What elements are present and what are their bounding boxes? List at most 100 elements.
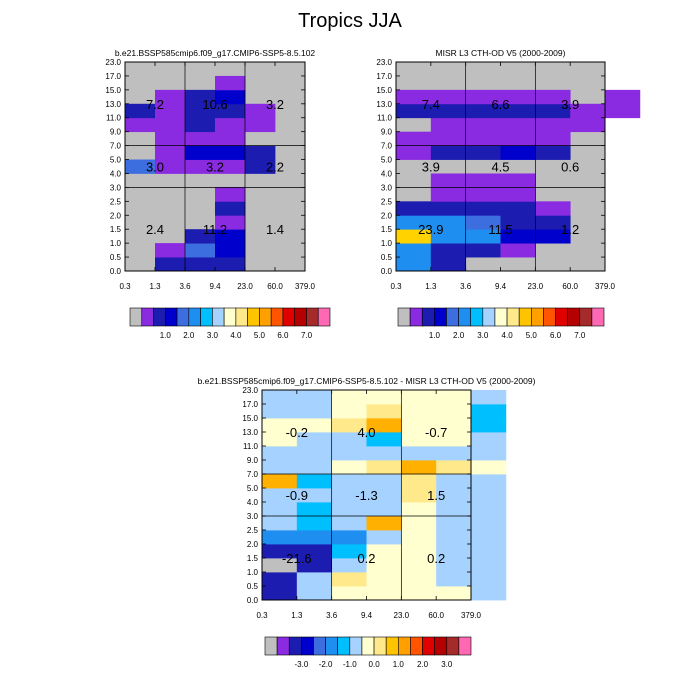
y-tick-label: 23.0 [376, 58, 392, 67]
colorbar-label: 7.0 [301, 331, 313, 340]
heatmap-cell [605, 89, 641, 105]
colorbar-label: 1.0 [393, 660, 405, 669]
colorbar-swatch [276, 636, 290, 656]
group-value: -1.3 [355, 488, 377, 503]
y-tick-label: 4.0 [247, 498, 259, 507]
heatmap-cell [535, 229, 571, 244]
y-tick-label: 0.0 [247, 596, 259, 605]
y-tick-label: 9.0 [110, 128, 122, 137]
y-tick-label: 13.0 [242, 428, 258, 437]
heatmap-cell [366, 586, 402, 601]
y-tick-label: 0.0 [110, 267, 122, 276]
heatmap-cell [500, 229, 536, 244]
x-tick-label: 0.3 [119, 282, 131, 291]
colorbar-label: 0.0 [369, 660, 381, 669]
y-tick-label: 5.0 [247, 484, 259, 493]
y-tick-label: 7.0 [247, 470, 259, 479]
heatmap-cell [436, 502, 472, 517]
colorbar-swatch [470, 307, 484, 327]
heatmap-cell [155, 145, 186, 160]
heatmap-cell [262, 516, 298, 531]
heatmap-cell [215, 229, 246, 244]
heatmap-cell [215, 187, 246, 202]
colorbar-swatch [494, 307, 508, 327]
colorbar-label: 6.0 [550, 331, 562, 340]
colorbar-swatch [129, 307, 143, 327]
colorbar-swatch [361, 636, 375, 656]
heatmap-cell [430, 215, 467, 230]
heatmap-cell [215, 159, 246, 174]
panel-title: b.e21.BSSP585cmip6.f09_g17.CMIP6-SSP5-8.… [198, 376, 536, 386]
heatmap-cell [535, 103, 571, 119]
y-tick-label: 1.0 [247, 568, 259, 577]
heatmap-cell [296, 502, 333, 517]
heatmap-cell [436, 572, 472, 587]
colorbar-swatch [446, 636, 460, 656]
heatmap-cell [500, 187, 536, 202]
heatmap-cell [401, 404, 437, 419]
group-value: 11.5 [488, 222, 512, 237]
colorbar-swatch [397, 307, 411, 327]
colorbar: -3.0 -2.0 -1.0 0.0 1.0 2.0 3.0 [264, 636, 472, 669]
heatmap-cell [331, 516, 367, 531]
x-tick-label: 0.3 [390, 282, 402, 291]
heatmap-cell [401, 516, 437, 531]
heatmap-cell [215, 145, 246, 160]
heatmap-cell [262, 418, 298, 433]
colorbar-swatch [153, 307, 166, 327]
heatmap-cell [262, 460, 298, 475]
heatmap-cell [155, 257, 186, 272]
heatmap-cell [331, 418, 367, 433]
colorbar-swatch [188, 307, 201, 327]
y-tick-label: 1.5 [381, 225, 393, 234]
colorbar-swatch [212, 307, 225, 327]
group-value: -21.6 [282, 551, 312, 566]
heatmap-cell [605, 103, 641, 119]
heatmap-cell [262, 502, 298, 517]
heatmap-cell [215, 257, 246, 272]
group-value: -0.2 [286, 425, 308, 440]
colorbar-swatch [409, 307, 423, 327]
group-value: 3.9 [561, 97, 579, 112]
heatmap-cell [366, 516, 402, 531]
heatmap-cell [436, 474, 472, 489]
heatmap-cell [331, 558, 367, 573]
heatmap-cell [215, 75, 246, 91]
heatmap-cell [430, 89, 467, 105]
heatmap-cell [366, 544, 402, 559]
colorbar-label: 3.0 [477, 331, 489, 340]
heatmap-cell [215, 131, 246, 146]
heatmap-cell [500, 117, 536, 133]
y-tick-label: 11.0 [377, 114, 393, 123]
heatmap-cell [401, 488, 437, 503]
heatmap-cell [471, 432, 507, 447]
heatmap-cell [125, 159, 156, 174]
heatmap-cell [471, 502, 507, 517]
heatmap-cell [262, 446, 298, 461]
y-tick-label: 2.0 [110, 211, 122, 220]
heatmap-cell [155, 243, 186, 258]
heatmap-cell [331, 544, 367, 559]
colorbar-swatch [270, 307, 284, 327]
colorbar-swatch [506, 307, 520, 327]
x-tick-label: 379.0 [295, 282, 316, 291]
colorbar-label: 2.0 [183, 331, 195, 340]
heatmap-cell [436, 404, 472, 419]
colorbar-label: 4.0 [230, 331, 242, 340]
heatmap-cell [401, 558, 437, 573]
y-tick-label: 0.0 [381, 267, 393, 276]
heatmap-cell [366, 488, 402, 503]
heatmap-cell [331, 488, 367, 503]
heatmap-cell [401, 544, 437, 559]
heatmap-cell [331, 404, 367, 419]
heatmap-cell [215, 201, 246, 216]
heatmap-cell [215, 243, 246, 258]
heatmap-cell [262, 530, 298, 545]
y-tick-label: 4.0 [110, 169, 122, 178]
heatmap-cell [185, 117, 216, 133]
heatmap-cell [331, 530, 367, 545]
heatmap-cell [471, 460, 507, 475]
heatmap-cell [366, 432, 402, 447]
heatmap-cell [396, 257, 432, 272]
colorbar-swatch [373, 636, 387, 656]
